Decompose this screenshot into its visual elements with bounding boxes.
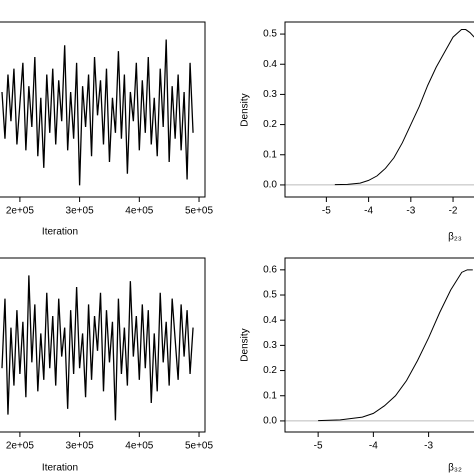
x-axis-label: β₂₃: [448, 232, 462, 243]
x-tick-label: 2e+05: [6, 441, 35, 452]
x-tick-label: -5: [314, 441, 323, 452]
x-tick-label: -4: [369, 441, 378, 452]
y-axis-label: Density: [240, 93, 251, 126]
x-axis-label: Iteration: [42, 227, 78, 238]
x-tick-label: 3e+05: [66, 441, 95, 452]
y-tick-label: 0.5: [263, 290, 277, 301]
plot-area: [285, 269, 474, 422]
y-tick-label: 0.1: [263, 149, 277, 160]
y-tick-label: 0.1: [263, 390, 277, 401]
x-tick-label: 2e+05: [6, 206, 35, 217]
y-tick-label: 0.5: [263, 29, 277, 40]
x-tick-label: 4e+05: [125, 441, 154, 452]
y-tick-label: 0.0: [263, 416, 277, 427]
plot-frame: [0, 21, 206, 198]
y-tick-label: 0.3: [263, 340, 277, 351]
x-tick-label: -2: [449, 206, 458, 217]
plot-frame: [0, 257, 206, 433]
x-tick-label: 4e+05: [125, 206, 154, 217]
plot-frame: [284, 257, 474, 433]
y-axis-label: Density: [240, 328, 251, 361]
y-tick-label: 0.4: [263, 315, 277, 326]
trace-line: [1, 275, 194, 421]
plot-area: [1, 275, 194, 421]
y-tick-label: 0.0: [263, 180, 277, 191]
plot-area: [285, 29, 474, 186]
trace-line: [1, 39, 194, 186]
y-tick-label: 0.4: [263, 59, 277, 70]
x-tick-label: 5e+05: [185, 441, 214, 452]
x-tick-label: -4: [364, 206, 373, 217]
y-tick-label: 0.2: [263, 365, 277, 376]
x-axis-label: β₃₂: [448, 463, 462, 474]
x-tick-label: 5e+05: [185, 206, 214, 217]
x-tick-label: -5: [322, 206, 331, 217]
density-line: [334, 29, 474, 186]
x-tick-label: 3e+05: [66, 206, 95, 217]
plot-frame: [284, 21, 474, 198]
x-axis-label: Iteration: [42, 463, 78, 474]
y-tick-label: 0.2: [263, 119, 277, 130]
y-tick-label: 0.6: [263, 264, 277, 275]
density-line: [318, 269, 473, 422]
x-tick-label: -3: [406, 206, 415, 217]
plot-area: [1, 39, 194, 186]
x-tick-label: -3: [424, 441, 433, 452]
y-tick-label: 0.3: [263, 89, 277, 100]
